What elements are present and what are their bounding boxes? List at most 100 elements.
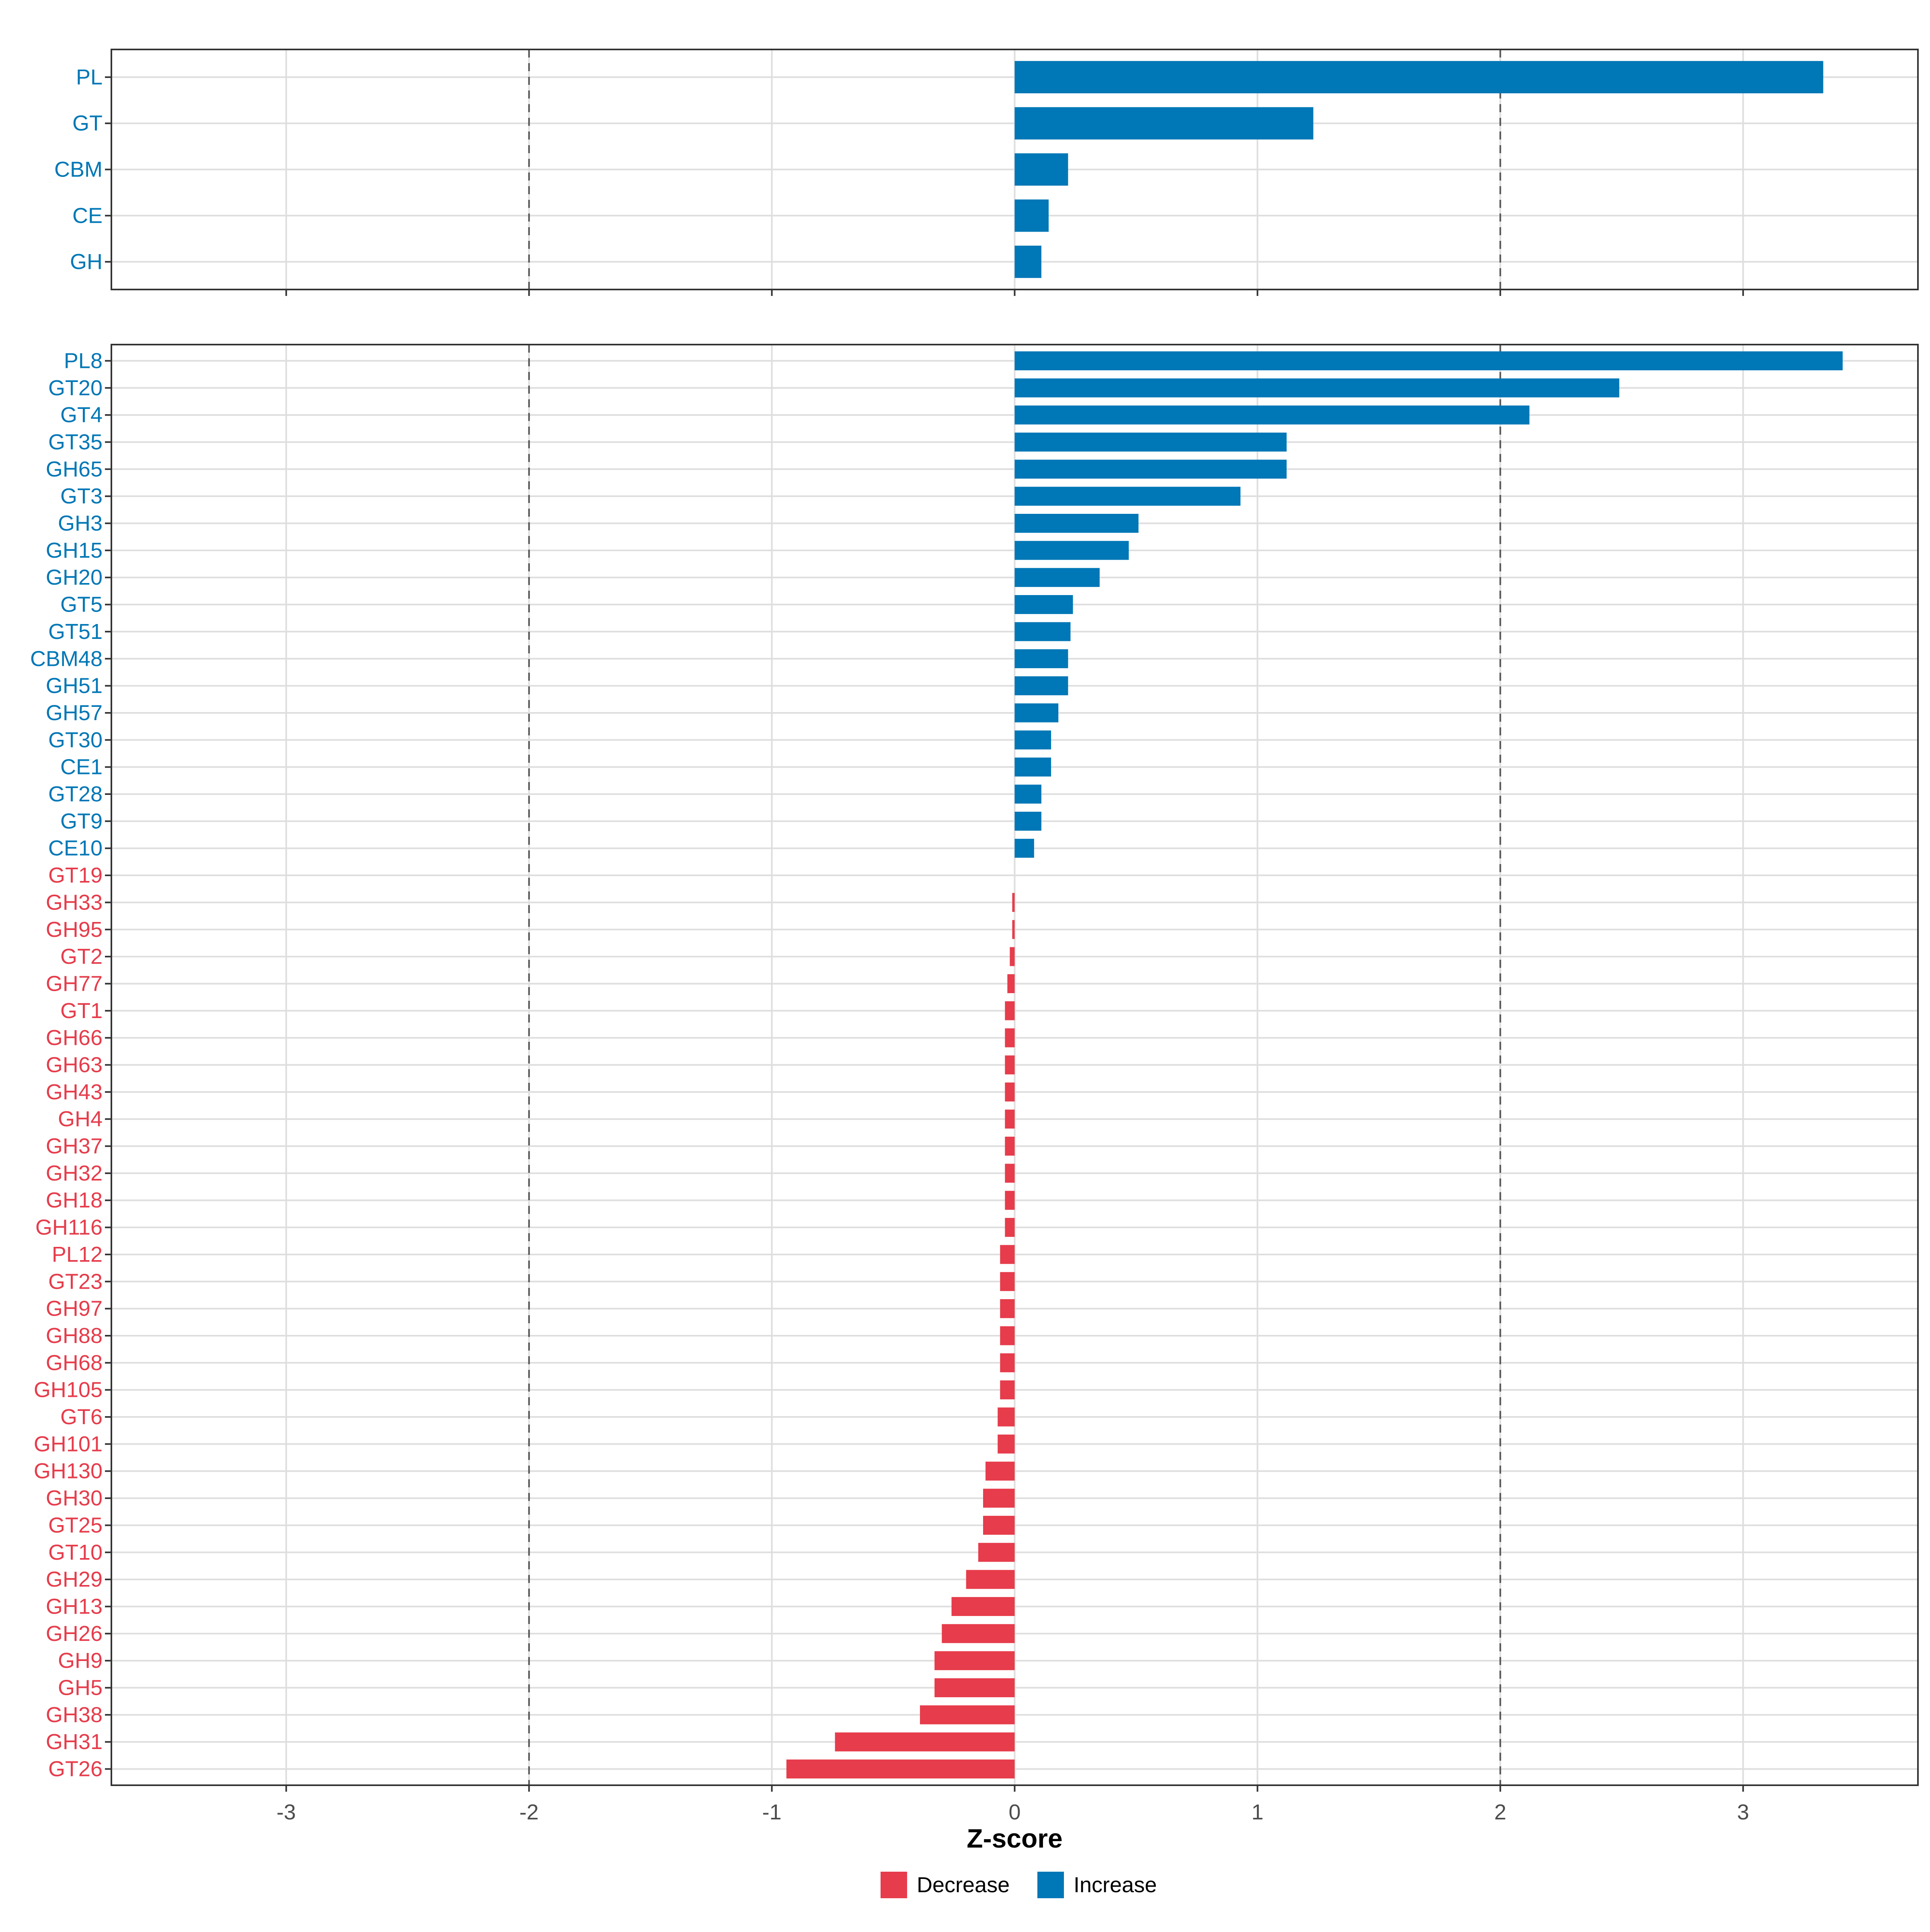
bar-GT35 [1014,432,1287,452]
y-tick-label: GH29 [46,1567,103,1591]
y-tick-label: CBM [54,158,103,182]
bar-GT23 [1000,1272,1015,1291]
bar-GH38 [920,1705,1015,1725]
y-tick-label: GH [70,250,103,274]
bar-CE [1014,199,1049,232]
bar-CBM [1014,153,1068,186]
y-tick-label: GT10 [48,1540,103,1564]
y-tick-label: GH51 [46,674,103,698]
bar-GT3 [1014,487,1241,506]
bar-CE1 [1014,758,1051,777]
bar-CBM48 [1014,649,1068,668]
bar-CE10 [1014,839,1034,858]
y-tick-label: PL8 [64,349,103,373]
y-tick-label: GH77 [46,971,103,996]
bar-GH37 [1005,1136,1015,1156]
y-tick-label: GT2 [60,944,103,969]
y-tick-label: GH20 [46,565,103,589]
bar-GT [1014,107,1314,140]
y-tick-label: GT5 [60,593,103,617]
y-tick-label: GH33 [46,890,103,914]
bar-GT26 [786,1760,1015,1779]
y-tick-label: GH105 [34,1378,103,1402]
x-tick-label: -3 [277,1800,296,1824]
bar-GH51 [1014,676,1068,696]
bar-GH101 [998,1434,1015,1454]
legend-swatch-increase [1037,1872,1064,1898]
y-tick-label: CE1 [60,755,103,779]
y-tick-label: PL12 [52,1242,103,1267]
bar-GT20 [1014,378,1620,398]
bar-GT30 [1014,730,1051,749]
y-tick-label: GH43 [46,1080,103,1104]
bar-GH9 [934,1651,1015,1670]
bar-GH116 [1005,1218,1015,1237]
bar-GT25 [983,1515,1015,1535]
bar-GT28 [1014,784,1041,804]
bar-GH29 [966,1570,1015,1589]
y-tick-label: GH88 [46,1324,103,1348]
y-tick-label: GH97 [46,1297,103,1321]
y-tick-label: GH38 [46,1703,103,1727]
y-tick-label: GT1 [60,999,103,1023]
y-tick-label: GT51 [48,620,103,644]
y-tick-label: GH3 [58,511,103,536]
y-tick-label: GH68 [46,1351,103,1375]
bar-GT10 [978,1543,1015,1562]
bar-GT5 [1014,595,1073,614]
legend-label-decrease: Decrease [917,1873,1010,1897]
x-tick-label: 0 [1008,1800,1020,1824]
bar-GH18 [1005,1191,1015,1210]
bar-PL [1014,61,1823,94]
y-tick-label: GH101 [34,1432,103,1456]
bar-PL8 [1014,351,1843,370]
y-tick-label: GH4 [58,1107,103,1131]
bar-PL12 [1000,1245,1015,1264]
legend-swatch-decrease [881,1872,907,1898]
x-tick-label: -2 [519,1800,539,1824]
bar-GT6 [998,1407,1015,1427]
y-tick-label: GH66 [46,1026,103,1050]
legend-label-increase: Increase [1074,1873,1157,1897]
x-tick-label: 2 [1494,1800,1506,1824]
bar-GH31 [835,1732,1015,1751]
y-tick-label: GT19 [48,863,103,887]
y-tick-label: GT28 [48,782,103,806]
bar-GH77 [1007,974,1015,994]
y-tick-label: GH116 [35,1215,103,1240]
y-tick-label: GH63 [46,1053,103,1077]
class-panel: PL GT CBM CE GH [54,49,1919,296]
y-tick-label: GH26 [46,1622,103,1646]
bar-GH88 [1000,1326,1015,1345]
x-tick-label: 3 [1737,1800,1749,1824]
y-tick-label: GT26 [48,1757,103,1781]
y-tick-label: GH130 [34,1459,103,1483]
bar-GT9 [1014,811,1041,831]
y-tick-label: GT4 [60,403,103,427]
y-tick-label: GH30 [46,1486,103,1510]
y-tick-label: CE10 [48,836,103,860]
bar-GH66 [1005,1028,1015,1047]
bar-GH63 [1005,1055,1015,1075]
y-tick-label: CE [72,203,103,228]
bar-GH43 [1005,1082,1015,1102]
bar-GH32 [1005,1164,1015,1183]
y-tick-label: GT25 [48,1513,103,1537]
y-tick-label: PL [76,65,103,89]
bar-GH95 [1012,920,1015,939]
bar-GT2 [1010,947,1015,966]
bar-GH105 [1000,1380,1015,1400]
bar-GH26 [942,1624,1015,1643]
bar-GH65 [1014,460,1287,479]
bar-GH130 [986,1462,1015,1481]
y-tick-label: GH31 [46,1730,103,1754]
bar-GH3 [1014,513,1139,533]
bar-GH13 [951,1597,1015,1616]
x-axis-title: Z-score [967,1823,1062,1853]
y-tick-label: GT20 [48,376,103,400]
y-tick-label: GH18 [46,1188,103,1212]
y-tick-label: GH5 [58,1676,103,1700]
bar-GH [1014,245,1041,278]
y-tick-label: GT9 [60,809,103,833]
